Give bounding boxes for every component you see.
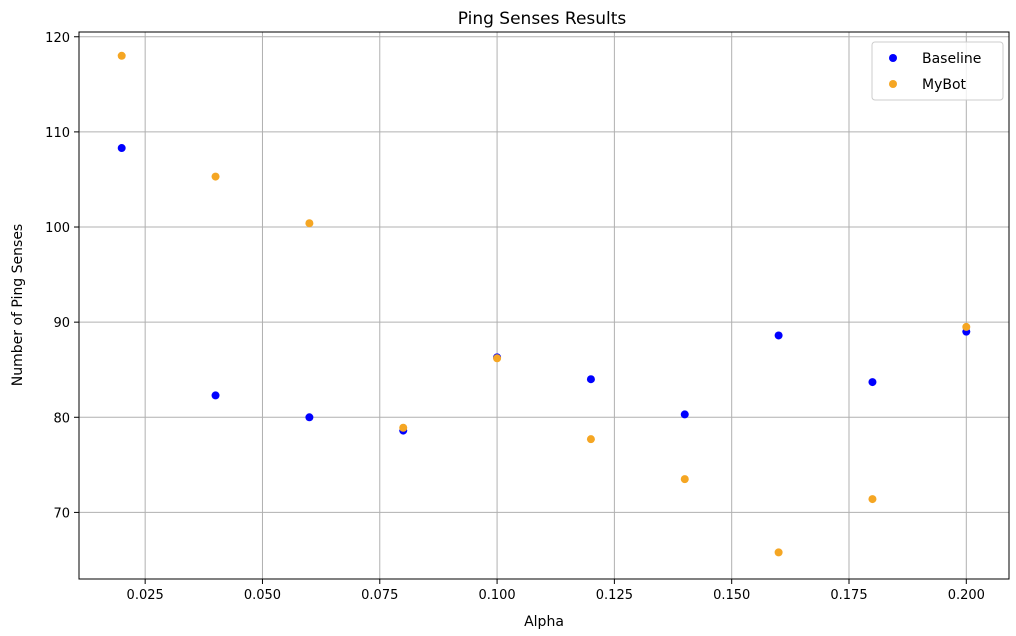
point-mybot bbox=[680, 475, 689, 484]
point-mybot bbox=[586, 435, 595, 444]
legend-label-mybot: MyBot bbox=[922, 77, 967, 93]
legend-box bbox=[871, 41, 1004, 101]
x-tick-label: 0.125 bbox=[596, 588, 633, 603]
x-tick-label: 0.075 bbox=[361, 588, 398, 603]
x-tick-label: 0.150 bbox=[713, 588, 750, 603]
legend-label-baseline: Baseline bbox=[922, 51, 981, 67]
legend-marker-baseline bbox=[889, 54, 897, 62]
point-mybot bbox=[399, 423, 408, 432]
y-tick-label: 120 bbox=[45, 31, 70, 46]
grid bbox=[79, 32, 1009, 579]
y-tick-label: 90 bbox=[53, 316, 70, 331]
x-tick-label: 0.100 bbox=[478, 588, 515, 603]
point-mybot bbox=[305, 219, 314, 228]
y-tick-label: 100 bbox=[45, 221, 70, 236]
y-tick-label: 80 bbox=[53, 411, 70, 426]
x-tick-label: 0.050 bbox=[244, 588, 281, 603]
legend: Baseline MyBot bbox=[871, 41, 1004, 101]
axis-ticks bbox=[74, 36, 967, 584]
point-mybot bbox=[962, 322, 971, 331]
y-tick-label: 70 bbox=[53, 506, 70, 521]
point-baseline bbox=[868, 378, 877, 387]
data-points bbox=[117, 51, 971, 557]
y-tick-labels: 70 80 90 100 110 120 bbox=[45, 31, 70, 522]
point-mybot bbox=[868, 495, 877, 504]
point-baseline bbox=[586, 375, 595, 384]
legend-marker-mybot bbox=[889, 80, 897, 88]
chart-title: Ping Senses Results bbox=[458, 9, 627, 29]
point-baseline bbox=[305, 413, 314, 422]
point-baseline bbox=[774, 331, 783, 340]
plot-area-frame bbox=[78, 31, 1010, 580]
point-mybot bbox=[493, 354, 502, 363]
x-tick-label: 0.200 bbox=[948, 588, 985, 603]
x-tick-label: 0.175 bbox=[830, 588, 867, 603]
point-mybot bbox=[211, 172, 220, 181]
x-tick-labels: 0.025 0.050 0.075 0.100 0.125 0.150 0.175 0.200 bbox=[127, 588, 985, 603]
x-tick-label: 0.025 bbox=[127, 588, 164, 603]
point-baseline bbox=[211, 391, 220, 400]
y-tick-label: 110 bbox=[45, 126, 70, 141]
x-axis-title: Alpha bbox=[524, 614, 564, 630]
point-mybot bbox=[117, 51, 126, 60]
point-baseline bbox=[680, 410, 689, 419]
y-axis-title: Number of Ping Senses bbox=[10, 224, 26, 386]
point-baseline bbox=[117, 144, 126, 153]
point-mybot bbox=[774, 548, 783, 557]
